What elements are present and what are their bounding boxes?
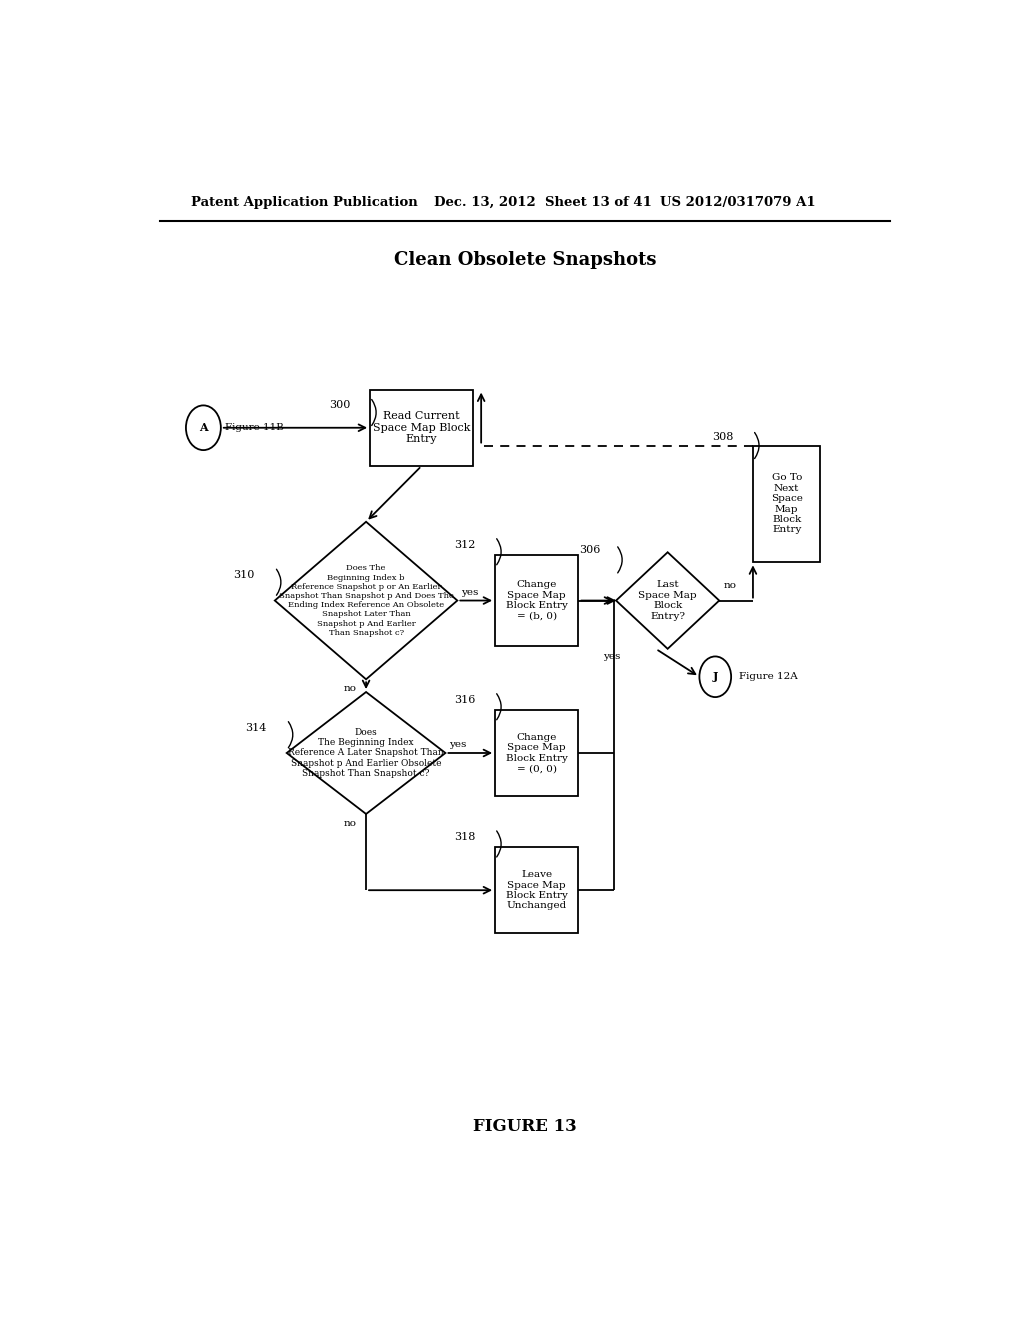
Text: Last
Space Map
Block
Entry?: Last Space Map Block Entry?	[638, 581, 697, 620]
Polygon shape	[274, 521, 458, 680]
Text: yes: yes	[450, 741, 467, 750]
Bar	[495, 847, 579, 933]
Text: J: J	[713, 672, 718, 682]
Text: Change
Space Map
Block Entry
= (b, 0): Change Space Map Block Entry = (b, 0)	[506, 581, 567, 620]
Text: 308: 308	[712, 433, 733, 442]
Text: no: no	[723, 581, 736, 590]
Text: Read Current
Space Map Block
Entry: Read Current Space Map Block Entry	[373, 411, 470, 445]
Bar	[370, 389, 473, 466]
Text: US 2012/0317079 A1: US 2012/0317079 A1	[659, 195, 815, 209]
Text: 310: 310	[233, 570, 255, 579]
Polygon shape	[287, 692, 445, 814]
Bar	[495, 710, 579, 796]
Text: Change
Space Map
Block Entry
= (0, 0): Change Space Map Block Entry = (0, 0)	[506, 733, 567, 774]
Text: Does
The Beginning Index
Reference A Later Snapshot Than
Snapshot p And Earlier : Does The Beginning Index Reference A Lat…	[288, 727, 444, 779]
Text: Figure 11B: Figure 11B	[225, 424, 284, 432]
Text: no: no	[344, 684, 356, 693]
Text: 300: 300	[329, 400, 350, 411]
Text: Clean Obsolete Snapshots: Clean Obsolete Snapshots	[393, 251, 656, 269]
Text: 306: 306	[579, 545, 600, 554]
Text: yes: yes	[603, 652, 621, 661]
Text: Leave
Space Map
Block Entry
Unchanged: Leave Space Map Block Entry Unchanged	[506, 870, 567, 911]
Text: Does The
Beginning Index b
Reference Snapshot p or An Earlier
Snapshot Than Snap: Does The Beginning Index b Reference Sna…	[279, 565, 454, 636]
Text: Figure 12A: Figure 12A	[739, 672, 798, 681]
Text: 312: 312	[454, 540, 475, 549]
Text: 314: 314	[246, 722, 267, 733]
Text: Go To
Next
Space
Map
Block
Entry: Go To Next Space Map Block Entry	[771, 474, 803, 535]
Text: no: no	[344, 818, 356, 828]
Text: 318: 318	[454, 832, 475, 842]
Text: Patent Application Publication: Patent Application Publication	[191, 195, 418, 209]
Text: Dec. 13, 2012  Sheet 13 of 41: Dec. 13, 2012 Sheet 13 of 41	[433, 195, 651, 209]
Bar	[495, 554, 579, 647]
Polygon shape	[616, 552, 719, 649]
Text: FIGURE 13: FIGURE 13	[473, 1118, 577, 1134]
Text: 316: 316	[454, 694, 475, 705]
Text: yes: yes	[461, 587, 478, 597]
Bar	[753, 446, 820, 562]
Text: A: A	[199, 422, 208, 433]
